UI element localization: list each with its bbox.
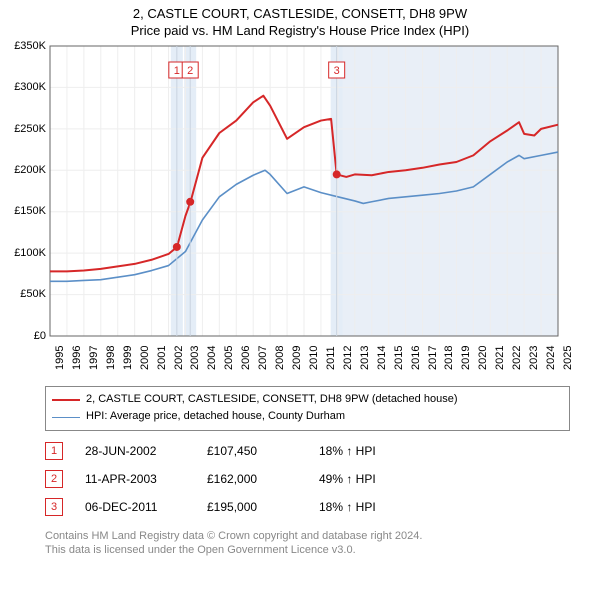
- x-tick-label: 2010: [308, 345, 320, 369]
- sale-price: £195,000: [207, 500, 297, 514]
- sale-date: 11-APR-2003: [85, 472, 185, 486]
- sale-marker-icon: 1: [45, 442, 63, 460]
- attribution-line1: Contains HM Land Registry data © Crown c…: [45, 529, 570, 543]
- x-tick-label: 1999: [122, 345, 134, 369]
- x-tick-label: 1995: [54, 345, 66, 369]
- price-chart: 12 3 £0 £50K £100K £150K £200K £250K £300K £350K…: [4, 40, 564, 380]
- sale-marker-icon: 3: [45, 498, 63, 516]
- sale-row: 1 28-JUN-2002 £107,450 18% ↑ HPI: [45, 437, 570, 465]
- y-tick-label: £150K: [4, 205, 46, 217]
- y-tick-label: £300K: [4, 81, 46, 93]
- sale-change: 49% ↑ HPI: [319, 472, 376, 486]
- sale-date: 28-JUN-2002: [85, 444, 185, 458]
- x-tick-label: 2003: [189, 345, 201, 369]
- x-tick-label: 2002: [173, 345, 185, 369]
- x-tick-label: 2023: [528, 345, 540, 369]
- y-tick-label: £350K: [4, 40, 46, 52]
- x-tick-label: 2024: [545, 345, 557, 369]
- x-tick-label: 2006: [240, 345, 252, 369]
- x-tick-label: 2008: [274, 345, 286, 369]
- chart-svg: 12 3: [4, 40, 564, 380]
- x-tick-label: 2014: [376, 345, 388, 369]
- x-tick-label: 2017: [427, 345, 439, 369]
- legend-row-hpi: HPI: Average price, detached house, Coun…: [52, 408, 563, 426]
- x-tick-label: 2016: [410, 345, 422, 369]
- x-tick-label: 2009: [291, 345, 303, 369]
- x-tick-label: 2022: [511, 345, 523, 369]
- x-tick-label: 1996: [71, 345, 83, 369]
- x-tick-label: 2025: [562, 345, 574, 369]
- x-tick-label: 2015: [393, 345, 405, 369]
- sale-change: 18% ↑ HPI: [319, 500, 376, 514]
- sale-date: 06-DEC-2011: [85, 500, 185, 514]
- title-line2: Price paid vs. HM Land Registry's House …: [0, 23, 600, 40]
- legend-swatch-hpi: [52, 417, 80, 418]
- legend-label-price-paid: 2, CASTLE COURT, CASTLESIDE, CONSETT, DH…: [86, 391, 457, 409]
- x-tick-label: 2019: [460, 345, 472, 369]
- x-tick-label: 2005: [223, 345, 235, 369]
- svg-text:1: 1: [174, 65, 180, 77]
- y-tick-label: £100K: [4, 247, 46, 259]
- y-tick-label: £250K: [4, 123, 46, 135]
- sale-row: 3 06-DEC-2011 £195,000 18% ↑ HPI: [45, 493, 570, 521]
- x-tick-label: 2021: [494, 345, 506, 369]
- x-tick-label: 2013: [359, 345, 371, 369]
- x-tick-label: 2011: [325, 346, 337, 370]
- y-tick-label: £0: [4, 330, 46, 342]
- x-tick-label: 2007: [257, 345, 269, 369]
- svg-text:3: 3: [334, 65, 340, 77]
- chart-title: 2, CASTLE COURT, CASTLESIDE, CONSETT, DH…: [0, 0, 600, 40]
- x-tick-label: 2018: [443, 345, 455, 369]
- sale-row: 2 11-APR-2003 £162,000 49% ↑ HPI: [45, 465, 570, 493]
- x-tick-label: 2001: [156, 345, 168, 369]
- svg-text:2: 2: [187, 65, 193, 77]
- sales-table: 1 28-JUN-2002 £107,450 18% ↑ HPI 2 11-AP…: [45, 437, 570, 521]
- x-tick-label: 2012: [342, 345, 354, 369]
- title-line1: 2, CASTLE COURT, CASTLESIDE, CONSETT, DH…: [0, 6, 600, 23]
- x-tick-label: 2004: [206, 345, 218, 369]
- legend-row-price-paid: 2, CASTLE COURT, CASTLESIDE, CONSETT, DH…: [52, 391, 563, 409]
- legend-label-hpi: HPI: Average price, detached house, Coun…: [86, 408, 345, 426]
- legend: 2, CASTLE COURT, CASTLESIDE, CONSETT, DH…: [45, 386, 570, 431]
- sale-price: £162,000: [207, 472, 297, 486]
- legend-swatch-price-paid: [52, 399, 80, 401]
- y-tick-label: £50K: [4, 288, 46, 300]
- x-tick-label: 1997: [88, 345, 100, 369]
- attribution: Contains HM Land Registry data © Crown c…: [45, 529, 570, 558]
- y-tick-label: £200K: [4, 164, 46, 176]
- sale-price: £107,450: [207, 444, 297, 458]
- sale-change: 18% ↑ HPI: [319, 444, 376, 458]
- sale-marker-icon: 2: [45, 470, 63, 488]
- x-tick-label: 1998: [105, 345, 117, 369]
- x-tick-label: 2000: [139, 345, 151, 369]
- attribution-line2: This data is licensed under the Open Gov…: [45, 543, 570, 557]
- x-tick-label: 2020: [477, 345, 489, 369]
